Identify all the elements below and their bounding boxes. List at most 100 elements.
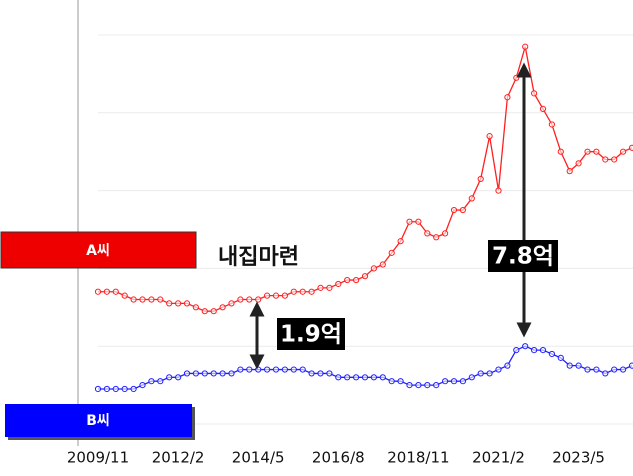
data-point — [299, 366, 306, 373]
data-point — [290, 288, 297, 295]
data-point — [335, 374, 342, 381]
data-point — [575, 362, 582, 369]
data-point — [317, 284, 324, 291]
annotation-box — [488, 240, 558, 272]
data-point — [539, 346, 547, 354]
data-point — [281, 292, 288, 299]
data-point — [192, 370, 199, 377]
data-point — [272, 366, 280, 373]
data-point — [183, 370, 191, 377]
data-point — [459, 378, 466, 385]
data-point — [620, 366, 627, 373]
x-tick-label: 2014/5 — [232, 449, 285, 467]
data-point — [531, 346, 538, 354]
data-point — [602, 156, 609, 163]
data-point — [593, 366, 600, 373]
data-point — [566, 168, 573, 175]
data-point — [361, 273, 369, 280]
annotation: 내집마련 — [218, 245, 299, 270]
data-point — [272, 292, 280, 299]
data-point — [593, 148, 600, 155]
data-point — [308, 370, 315, 377]
data-point — [335, 280, 342, 288]
data-point — [228, 370, 235, 377]
annotation: 1.9억 — [280, 322, 342, 348]
data-point — [237, 296, 244, 303]
data-point — [281, 366, 288, 373]
legend-label: B씨 — [86, 413, 110, 429]
legend-label: A씨 — [86, 243, 110, 259]
data-point — [548, 350, 556, 358]
data-point — [148, 296, 155, 303]
data-point — [326, 284, 333, 291]
data-point — [539, 105, 547, 113]
data-point — [130, 385, 137, 393]
annotation: 7.8억 — [492, 244, 554, 270]
data-point — [450, 378, 458, 385]
data-point — [344, 374, 351, 381]
data-point — [442, 230, 449, 237]
data-point — [611, 156, 618, 163]
data-point — [353, 276, 360, 284]
data-point — [611, 366, 618, 373]
data-point — [175, 300, 182, 307]
data-point — [379, 374, 386, 381]
x-tick-label: 2018/11 — [387, 449, 449, 467]
data-point — [620, 148, 627, 155]
data-point — [628, 144, 633, 151]
data-point — [477, 175, 484, 183]
data-point — [121, 292, 128, 299]
data-point — [370, 374, 377, 381]
data-point — [246, 366, 253, 373]
data-point — [468, 195, 475, 202]
data-point — [112, 385, 119, 393]
data-point — [317, 370, 324, 377]
x-tick-label: 2012/2 — [152, 449, 205, 467]
data-point — [246, 296, 253, 303]
data-point — [210, 308, 217, 315]
data-point — [264, 292, 271, 299]
x-tick-label: 2016/8 — [312, 449, 365, 467]
data-point — [504, 362, 511, 369]
data-point — [504, 94, 511, 101]
data-point — [370, 265, 377, 272]
data-point — [308, 288, 315, 295]
data-point — [397, 378, 404, 385]
data-point — [326, 370, 333, 377]
data-point — [388, 378, 395, 385]
data-point — [557, 148, 564, 155]
data-point — [103, 288, 111, 295]
data-point — [299, 288, 306, 295]
data-point — [513, 346, 520, 354]
data-point — [175, 374, 182, 381]
data-point — [424, 230, 431, 237]
data-point — [442, 378, 449, 385]
legend-box-a — [0, 231, 197, 269]
data-point — [522, 343, 529, 350]
data-point — [513, 74, 520, 81]
data-point — [255, 366, 262, 373]
data-point — [130, 296, 137, 303]
data-point — [486, 133, 493, 140]
data-point — [424, 382, 431, 389]
data-point — [192, 304, 199, 311]
data-point — [183, 300, 191, 307]
data-point — [379, 261, 386, 268]
data-point — [602, 370, 609, 377]
data-point — [459, 206, 466, 214]
data-point — [495, 366, 502, 373]
data-point — [557, 354, 564, 361]
data-point — [166, 300, 173, 307]
data-point — [406, 382, 413, 389]
data-point — [255, 296, 262, 303]
data-point — [157, 296, 164, 303]
x-tick-label: 2021/2 — [472, 449, 525, 467]
x-tick-label: 2023/5 — [552, 449, 605, 467]
data-point — [157, 378, 164, 385]
data-point — [584, 148, 591, 155]
legend-box-b — [5, 404, 192, 437]
data-point — [495, 187, 502, 194]
data-point — [415, 382, 422, 389]
data-point — [522, 43, 529, 50]
